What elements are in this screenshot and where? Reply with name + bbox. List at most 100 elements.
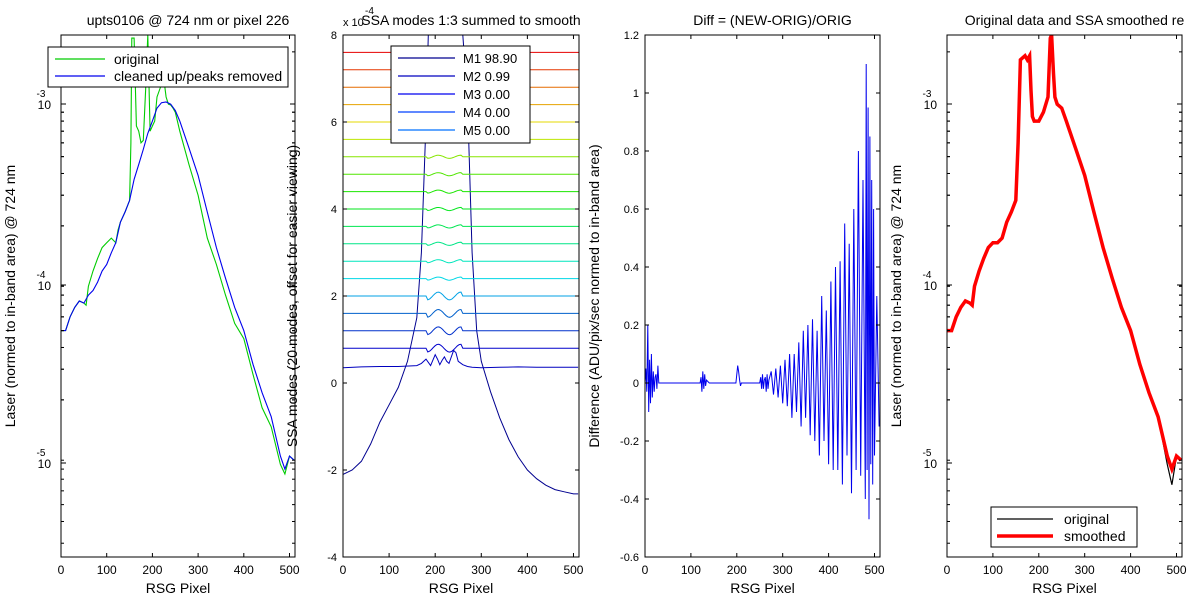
x-tick-label: 200 [425, 563, 445, 577]
y-tick-label: 1.2 [624, 30, 639, 42]
chart-title: upts0106 @ 724 nm or pixel 226 [87, 12, 290, 28]
y-axis-label: Laser (normed to in-band area) @ 724 nm [2, 165, 18, 427]
plot-frame-1 [60, 34, 296, 558]
mode-2-line [343, 349, 579, 369]
y-tick-label-base: 10 [924, 279, 938, 293]
x-tick-label: 400 [1121, 563, 1141, 577]
legend-label: M3 0.00 [463, 87, 510, 102]
y-tick-label-exponent: -3 [923, 89, 932, 100]
y-tick-label: 2 [331, 291, 337, 303]
chart-title: SSA modes 1:3 summed to smooth [361, 12, 580, 28]
mode-offset-line [343, 276, 579, 281]
legend-label: M1 98.90 [463, 51, 517, 66]
y-tick-label-base: 10 [924, 98, 938, 112]
y-tick-label: -0.6 [620, 552, 639, 564]
plot-area-3 [645, 63, 880, 520]
y-tick-label-exponent: -4 [37, 270, 46, 281]
x-axis-label: RSG Pixel [730, 580, 795, 596]
legend-label: original [1064, 511, 1109, 527]
y-tick-label-base: 10 [38, 98, 52, 112]
y-tick-label: 0.8 [624, 146, 639, 158]
y-tick-label: 0.6 [624, 204, 639, 216]
legend-label: original [114, 51, 159, 67]
y-tick-label: 6 [331, 117, 337, 129]
y-tick-label-base: 10 [924, 457, 938, 471]
plot-frame-3 [644, 34, 881, 558]
y-tick-label: 0.2 [624, 320, 639, 332]
legend-label: cleaned up/peaks removed [114, 68, 282, 84]
x-axis-label: RSG Pixel [146, 580, 211, 596]
legend-label: M4 0.00 [463, 105, 510, 120]
x-tick-label: 300 [773, 563, 793, 577]
y-tick-label: 0 [633, 378, 639, 390]
series-smoothed-line [947, 35, 1182, 475]
axis-multiplier-exponent: -4 [365, 6, 374, 17]
y-tick-label: 1 [633, 88, 639, 100]
mode-offset-line [343, 206, 579, 212]
x-tick-label: 500 [280, 563, 300, 577]
x-axis-label: RSG Pixel [1032, 580, 1097, 596]
plot-frame-4 [946, 34, 1183, 558]
mode-1-line [343, 35, 579, 495]
legend-box [990, 506, 1138, 548]
mode-offset-line [343, 189, 579, 194]
y-tick-label-base: 10 [38, 457, 52, 471]
y-tick-label-exponent: -5 [37, 448, 46, 459]
y-tick-label: -2 [327, 465, 337, 477]
y-tick-label-exponent: -3 [37, 89, 46, 100]
x-tick-label: 500 [563, 563, 583, 577]
mode-offset-line [343, 241, 579, 246]
legend-label: smoothed [1064, 528, 1125, 544]
x-tick-label: 200 [142, 563, 162, 577]
y-tick-label: -0.2 [620, 436, 639, 448]
mode-offset-line [343, 326, 579, 336]
series-original-line [61, 35, 295, 476]
x-tick-label: 200 [1029, 563, 1049, 577]
x-tick-label: 500 [1166, 563, 1186, 577]
plot-area-1 [61, 35, 295, 476]
series-cleaned-line [61, 101, 295, 471]
x-tick-label: 0 [944, 563, 951, 577]
mode-offset-line [343, 224, 579, 229]
chart-title: Diff = (NEW-ORIG)/ORIG [693, 12, 852, 28]
mode-offset-line [343, 259, 579, 264]
x-tick-label: 0 [340, 563, 347, 577]
x-tick-label: 400 [819, 563, 839, 577]
y-axis-label: Laser (normed to in-band area) @ 724 nm [888, 165, 904, 427]
plot-area-4 [947, 35, 1182, 485]
series-diff-line [645, 63, 880, 520]
x-tick-label: 400 [517, 563, 537, 577]
x-tick-label: 200 [727, 563, 747, 577]
x-tick-label: 300 [1075, 563, 1095, 577]
x-axis-label: RSG Pixel [429, 580, 494, 596]
legend-label: M2 0.99 [463, 69, 510, 84]
y-tick-label-exponent: -5 [923, 448, 932, 459]
axis-multiplier-base: x 10 [343, 17, 364, 29]
legend-label: M5 0.00 [463, 123, 510, 138]
y-tick-label: -0.4 [620, 494, 639, 506]
mode-offset-line [343, 343, 579, 353]
y-tick-label-base: 10 [38, 279, 52, 293]
x-tick-label: 0 [58, 563, 65, 577]
mode-offset-line [343, 172, 579, 177]
y-axis-label: Difference (ADU/pix/sec normed to in-ban… [586, 144, 602, 447]
y-tick-label: 0 [331, 378, 337, 390]
x-tick-label: 300 [471, 563, 491, 577]
y-tick-label: 0.4 [624, 262, 639, 274]
x-tick-label: 0 [642, 563, 649, 577]
mode-offset-line [343, 291, 579, 301]
y-tick-label: 4 [331, 204, 337, 216]
chart-title: Original data and SSA smoothed re [965, 12, 1185, 28]
x-tick-label: 500 [864, 563, 884, 577]
y-tick-label-exponent: -4 [923, 270, 932, 281]
legend-box [47, 46, 289, 88]
x-tick-label: 300 [188, 563, 208, 577]
x-tick-label: 100 [97, 563, 117, 577]
y-tick-label: 8 [331, 30, 337, 42]
legend: M1 98.90 M2 0.99 M3 0.00 M4 0.00 M5 0.00 [390, 45, 531, 144]
x-tick-label: 100 [379, 563, 399, 577]
y-axis-label: SSA modes (20 modes, offset for easier v… [284, 145, 300, 447]
